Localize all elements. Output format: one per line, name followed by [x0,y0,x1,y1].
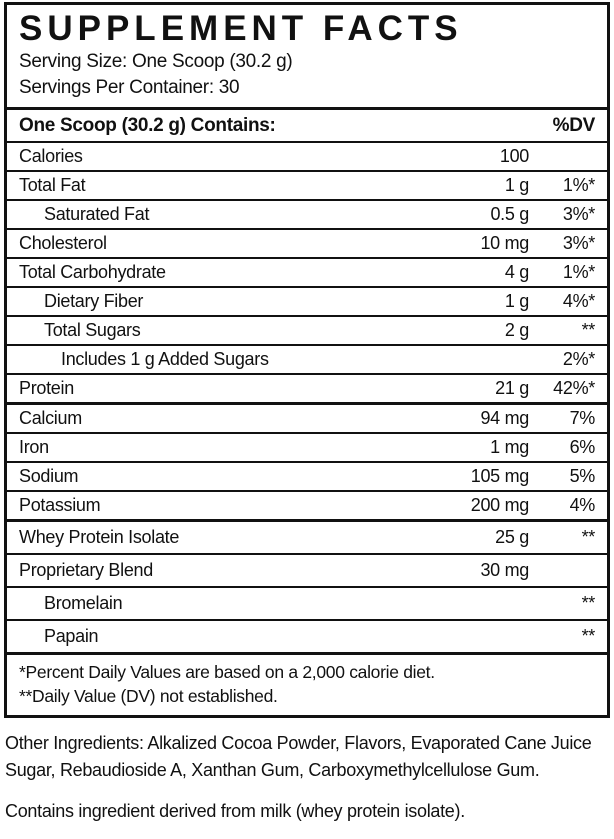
nutrient-dv: 7% [569,408,596,428]
table-row: Whey Protein Isolate 25 g ** [7,519,607,553]
footnote-percent-dv: *Percent Daily Values are based on a 2,0… [19,662,435,682]
nutrient-name: Saturated Fat [44,204,150,224]
nutrient-name: Dietary Fiber [44,291,144,311]
nutrient-amount: 0.5 g [490,204,529,224]
servings-per-container: Servings Per Container: 30 [19,77,240,98]
nutrient-amount: 30 mg [480,560,529,580]
nutrient-name: Sodium [19,466,79,486]
nutrient-dv: 42%* [553,378,595,398]
nutrient-dv: 3%* [562,204,595,224]
nutrient-amount: 1 mg [490,437,529,457]
supplement-label: SUPPLEMENT FACTS Serving Size: One Scoop… [2,2,612,825]
nutrient-dv: 1%* [562,175,595,195]
table-row: Calcium 94 mg 7% [7,402,607,432]
column-header-row: One Scoop (30.2 g) Contains: %DV [7,107,607,141]
nutrient-name: Protein [19,378,74,398]
table-row: Iron 1 mg 6% [7,432,607,461]
nutrient-dv: ** [581,320,596,340]
nutrient-dv: 6% [569,437,596,457]
nutrient-dv: 1%* [562,262,595,282]
nutrient-dv: ** [581,593,596,613]
nutrient-amount: 105 mg [470,466,530,486]
table-row: Includes 1 g Added Sugars 2%* [7,344,607,373]
table-row: Total Fat 1 g 1%* [7,170,607,199]
nutrient-dv: 2%* [562,349,595,369]
nutrient-amount: 100 [499,146,529,166]
nutrient-amount: 94 mg [480,408,529,428]
table-row: Bromelain ** [7,586,607,619]
nutrient-amount: 200 mg [470,495,530,515]
table-row: Total Sugars 2 g ** [7,315,607,344]
nutrient-name: Papain [44,626,99,646]
table-row: Potassium 200 mg 4% [7,490,607,519]
nutrient-name: Calcium [19,408,82,428]
nutrient-amount: 25 g [495,527,529,547]
nutrient-dv: 4%* [562,291,595,311]
nutrient-amount: 10 mg [480,233,529,253]
column-header-dv: %DV [552,114,596,136]
nutrient-name: Total Carbohydrate [19,262,166,282]
nutrient-dv: ** [581,527,596,547]
below-panel-text: Other Ingredients: Alkalized Cocoa Powde… [2,718,612,825]
table-row: Protein 21 g 42%* [7,373,607,402]
nutrient-dv: 5% [569,466,596,486]
nutrient-amount: 1 g [504,175,529,195]
facts-header: SUPPLEMENT FACTS Serving Size: One Scoop… [7,5,607,107]
nutrient-name: Total Fat [19,175,86,195]
nutrient-amount: 4 g [504,262,529,282]
table-row: Calories 100 [7,141,607,170]
table-row: Sodium 105 mg 5% [7,461,607,490]
nutrient-amount: 21 g [495,378,529,398]
facts-table: Calories 100 Total Fat 1 g 1%* Saturated… [7,141,607,652]
nutrient-name: Potassium [19,495,101,515]
footnotes: *Percent Daily Values are based on a 2,0… [7,652,607,715]
nutrient-dv: 4% [569,495,596,515]
nutrient-name: Proprietary Blend [19,560,153,580]
nutrient-name: Total Sugars [44,320,141,340]
nutrient-amount: 1 g [504,291,529,311]
column-header-contains: One Scoop (30.2 g) Contains: [19,114,276,136]
nutrient-name: Bromelain [44,593,123,613]
nutrient-dv: ** [581,626,596,646]
allergen-statement: Contains ingredient derived from milk (w… [5,801,465,821]
table-row: Proprietary Blend 30 mg [7,553,607,586]
table-row: Total Carbohydrate 4 g 1%* [7,257,607,286]
nutrient-name: Cholesterol [19,233,107,253]
serving-size: Serving Size: One Scoop (30.2 g) [19,51,293,72]
table-row: Saturated Fat 0.5 g 3%* [7,199,607,228]
table-row: Cholesterol 10 mg 3%* [7,228,607,257]
facts-panel: SUPPLEMENT FACTS Serving Size: One Scoop… [4,2,610,718]
table-row: Dietary Fiber 1 g 4%* [7,286,607,315]
nutrient-name: Calories [19,146,83,166]
facts-title: SUPPLEMENT FACTS [19,9,463,48]
other-ingredients: Other Ingredients: Alkalized Cocoa Powde… [5,733,592,780]
nutrient-name: Whey Protein Isolate [19,527,180,547]
nutrient-amount: 2 g [504,320,529,340]
nutrient-name: Includes 1 g Added Sugars [61,349,269,369]
nutrient-dv: 3%* [562,233,595,253]
nutrient-name: Iron [19,437,49,457]
footnote-dv-not-established: **Daily Value (DV) not established. [19,686,278,706]
table-row: Papain ** [7,619,607,652]
